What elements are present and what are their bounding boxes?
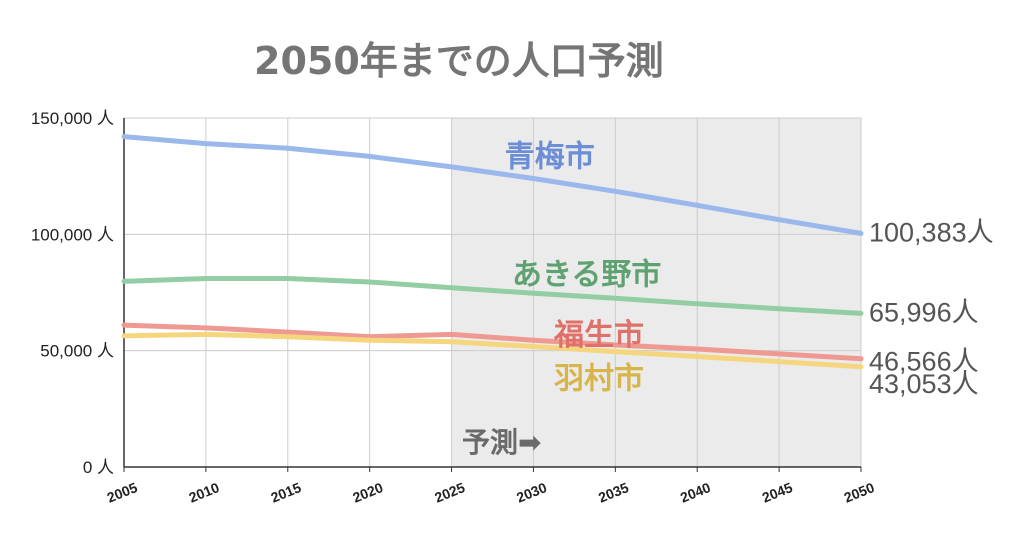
x-tick-label: 2035 [596, 479, 631, 506]
forecast-label: 予測➡ [462, 426, 541, 459]
series-line-0 [121, 134, 864, 236]
chart-title: 2050年までの人口予測 [254, 39, 664, 83]
x-tick-label: 2040 [678, 479, 713, 506]
series-line-2 [121, 322, 864, 362]
x-tick-label: 2020 [350, 479, 385, 506]
grid [124, 117, 862, 467]
x-tick-label: 2015 [268, 479, 303, 506]
end-value-label: 100,383人 [869, 217, 994, 247]
x-tick-label: 2025 [432, 479, 467, 506]
x-tick-label: 2050 [842, 479, 877, 506]
series-name-label: あきる野市 [512, 258, 661, 293]
series-name-label: 羽村市 [554, 362, 644, 397]
y-tick-label: 150,000 人 [31, 109, 114, 128]
y-tick-label: 50,000 人 [40, 342, 114, 361]
end-value-label: 65,996人 [869, 297, 979, 327]
series-line-3 [121, 331, 864, 370]
end-value-label: 46,566人 [869, 347, 979, 377]
series-lines [121, 134, 864, 370]
y-tick-label: 100,000 人 [31, 225, 114, 244]
end-value-label: 43,053人 [869, 369, 979, 399]
series-name-label: 青梅市 [505, 139, 595, 174]
axes [123, 118, 861, 468]
x-tick-label: 2045 [760, 479, 795, 506]
y-axis-ticks: 150,000 人 100,000 人 50,000 人 0 人 [31, 109, 114, 477]
y-tick-label: 0 人 [83, 458, 114, 477]
series-name-label: 福生市 [553, 318, 644, 353]
x-tick-label: 2005 [105, 479, 140, 506]
x-axis-ticks: 2005 2010 2015 2020 2025 2030 2035 2040 2045 2050 [105, 467, 877, 506]
series-line-1 [121, 276, 864, 316]
x-tick-label: 2030 [514, 479, 549, 506]
x-tick-label: 2010 [187, 479, 222, 506]
